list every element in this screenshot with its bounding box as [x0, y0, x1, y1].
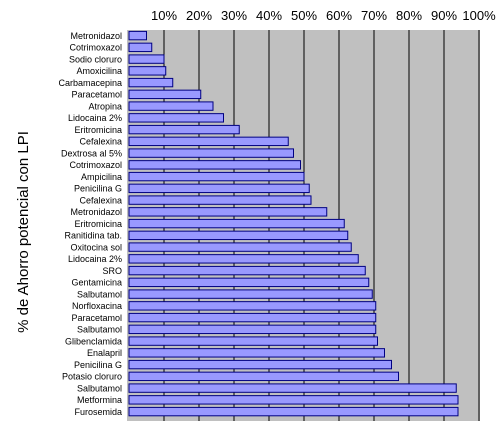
bar: [128, 336, 378, 346]
bar: [128, 312, 377, 323]
bar: [128, 395, 459, 405]
category-label: Metronidazol: [70, 31, 122, 41]
category-label: Sodio cloruro: [69, 54, 122, 64]
bar: [128, 371, 399, 382]
bar: [128, 359, 392, 370]
category-label: Gentamicina: [71, 278, 122, 288]
bar: [128, 101, 214, 111]
x-axis-tick-labels: 10% 20% 30% 40% 50% 60% 70% 80% 90% 100%: [151, 8, 496, 23]
bar: [128, 160, 301, 170]
category-label: Glibenclamida: [65, 336, 122, 346]
bar: [128, 383, 457, 393]
bar: [128, 66, 167, 76]
bar: [128, 183, 310, 194]
bar: [128, 148, 294, 158]
x-tick-label: 20%: [186, 8, 212, 23]
bar: [128, 113, 224, 123]
bars: [128, 30, 459, 417]
category-label: Enalapril: [87, 348, 122, 358]
category-label: Penicilina G: [74, 184, 122, 194]
category-label: Potasio cloruro: [62, 372, 122, 382]
x-tick-label: 30%: [221, 8, 247, 23]
bar: [128, 254, 359, 264]
bar: [128, 54, 165, 64]
category-label: Salbutamol: [77, 289, 122, 299]
bar: [128, 265, 366, 276]
category-label: Paracetamol: [71, 313, 122, 323]
bar: [128, 136, 289, 147]
bar: [128, 77, 174, 88]
category-label: Metformina: [77, 395, 122, 405]
category-label: Cefalexina: [79, 137, 122, 147]
category-label: Paracetamol: [71, 90, 122, 100]
bar: [128, 195, 312, 205]
bar: [128, 324, 377, 335]
bar: [128, 289, 373, 299]
x-tick-label: 60%: [326, 8, 352, 23]
category-label: Oxitocina sol: [70, 242, 122, 252]
x-tick-label: 70%: [361, 8, 387, 23]
bar: [128, 89, 202, 100]
category-label: Salbutamol: [77, 325, 122, 335]
category-label: Carbamacepina: [58, 78, 122, 88]
bar: [128, 218, 345, 229]
category-label: Amoxicilina: [76, 66, 122, 76]
bar: [128, 42, 153, 53]
category-label: Penicilina G: [74, 360, 122, 370]
x-tick-label: 40%: [256, 8, 282, 23]
category-label: SRO: [102, 266, 122, 276]
category-label: Cotrimoxazol: [69, 43, 122, 53]
x-tick-label: 100%: [462, 8, 496, 23]
bar: [128, 230, 349, 241]
category-label: Ranitidina tab.: [64, 231, 122, 241]
category-label: Atropina: [88, 101, 122, 111]
bar: [128, 301, 377, 311]
category-label: Lidocaina 2%: [68, 113, 122, 123]
bar: [128, 277, 370, 288]
bar: [128, 242, 352, 252]
x-tick-label: 80%: [396, 8, 422, 23]
category-label: Salbutamol: [77, 383, 122, 393]
category-label: Furosemida: [74, 407, 122, 417]
bar: [128, 171, 305, 182]
bar: [128, 30, 147, 41]
x-tick-label: 10%: [151, 8, 177, 23]
category-label: Lidocaina 2%: [68, 254, 122, 264]
bar: [128, 124, 240, 135]
category-label: Metronidazol: [70, 207, 122, 217]
category-label: Eritromicina: [74, 125, 122, 135]
category-label: Norfloxacina: [72, 301, 122, 311]
x-tick-label: 50%: [291, 8, 317, 23]
bar: [128, 207, 328, 217]
bar: [128, 348, 385, 358]
category-label: Cotrimoxazol: [69, 160, 122, 170]
category-label: Dextrosa al 5%: [61, 148, 122, 158]
y-axis-title: % de Ahorro potencial con LPI: [15, 131, 32, 333]
category-label: Ampicilina: [81, 172, 122, 182]
category-label: Eritromicina: [74, 219, 122, 229]
category-label: Cefalexina: [79, 195, 122, 205]
bar: [128, 406, 459, 417]
x-tick-label: 90%: [431, 8, 457, 23]
